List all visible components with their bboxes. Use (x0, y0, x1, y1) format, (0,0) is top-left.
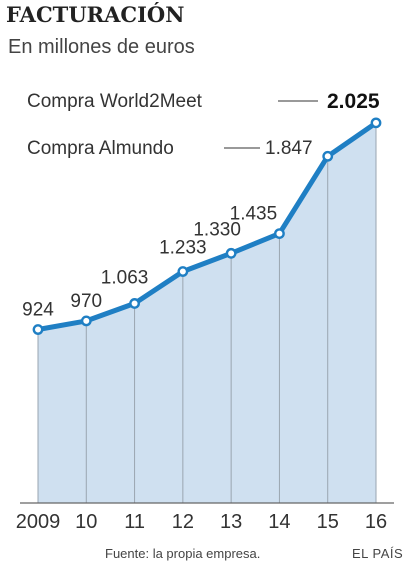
chart-subtitle: En millones de euros (8, 36, 195, 58)
x-tick-15: 15 (317, 511, 339, 533)
data-label-10: 970 (70, 291, 102, 312)
data-label-11: 1.063 (101, 267, 149, 288)
data-label-16: 2.025 (327, 90, 380, 113)
x-tick-14: 14 (268, 511, 290, 533)
data-label-14: 1.435 (230, 204, 278, 225)
data-label-12: 1.233 (159, 238, 207, 259)
x-tick-13: 13 (220, 511, 242, 533)
series-line (35, 120, 379, 332)
data-point-14 (274, 228, 285, 240)
x-tick-2009: 2009 (16, 511, 61, 533)
data-point-2009 (32, 324, 44, 335)
annotation-almundo: Compra Almundo (27, 138, 174, 159)
x-tick-12: 12 (172, 511, 194, 533)
x-tick-10: 10 (75, 511, 97, 533)
data-label-13: 1.330 (193, 219, 241, 240)
data-point-16 (370, 117, 382, 129)
data-point-10 (80, 315, 92, 327)
area-fill (38, 122, 376, 504)
x-tick-11: 11 (124, 511, 145, 533)
data-label-2009: 924 (22, 300, 54, 321)
data-point-13 (225, 247, 237, 259)
data-point-12 (177, 266, 189, 277)
annotation-world2meet: Compra World2Meet (27, 91, 203, 112)
chart-title: FACTURACIÓN (6, 2, 184, 27)
x-tick-16: 16 (365, 511, 387, 533)
data-point-11 (129, 298, 140, 309)
source-note: Fuente: la propia empresa. (105, 546, 260, 561)
data-point-15 (322, 150, 334, 162)
data-label-15: 1.847 (265, 138, 313, 159)
credit-label: EL PAÍS (352, 546, 403, 561)
